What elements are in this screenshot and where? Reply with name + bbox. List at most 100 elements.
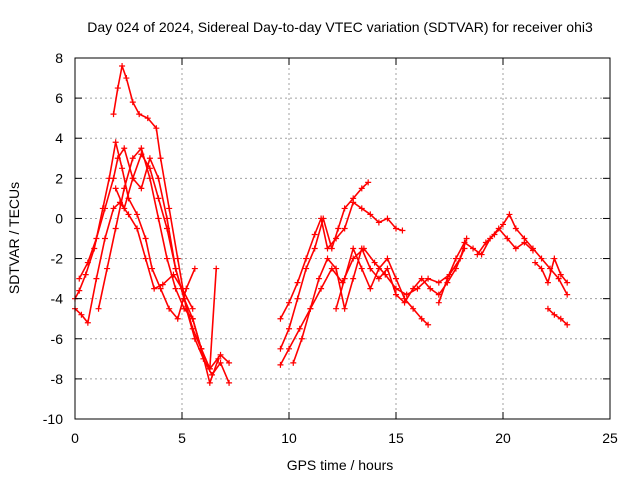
data-point (315, 275, 322, 282)
data-point (521, 235, 528, 242)
data-point (461, 239, 468, 246)
data-point (286, 299, 292, 306)
data-point (365, 179, 372, 186)
data-point (367, 265, 374, 272)
data-point (189, 325, 196, 332)
data-point (157, 155, 164, 162)
data-point (226, 379, 233, 386)
series-arc-f (112, 151, 222, 386)
data-point (393, 291, 399, 298)
y-tick-label: 4 (55, 130, 63, 146)
data-point (555, 275, 562, 282)
data-point (461, 245, 468, 252)
data-point (452, 255, 459, 262)
data-point (121, 205, 128, 212)
series-line (97, 146, 230, 371)
data-point (138, 185, 145, 192)
y-tick-label: -10 (43, 411, 63, 427)
data-point (138, 151, 145, 158)
data-point (155, 215, 162, 222)
data-point (500, 221, 506, 228)
data-point (350, 255, 357, 262)
y-tick-label: 0 (55, 210, 63, 226)
data-point (529, 245, 536, 252)
data-point (564, 321, 571, 328)
data-point (149, 265, 156, 272)
data-point (358, 185, 365, 192)
data-point (146, 175, 153, 182)
data-point (213, 265, 220, 272)
x-axis-label: GPS time / hours (287, 457, 394, 473)
data-point (294, 279, 301, 286)
data-point (298, 335, 305, 342)
data-point (333, 305, 340, 312)
data-point (164, 215, 171, 222)
x-tick-label: 0 (71, 430, 79, 446)
plot-frame (74, 57, 611, 420)
data-point (318, 285, 325, 292)
data-point (311, 245, 318, 252)
data-point (76, 287, 83, 294)
data-point (142, 255, 149, 262)
data-point (93, 275, 100, 282)
data-series (72, 62, 571, 386)
data-point (375, 275, 382, 282)
data-point (435, 279, 442, 286)
data-point (551, 255, 558, 262)
data-point (393, 275, 399, 282)
data-point (341, 275, 348, 282)
y-tick-label: 8 (55, 50, 63, 66)
data-point (277, 315, 284, 322)
data-point (181, 305, 188, 312)
series-line (279, 201, 403, 320)
data-point (76, 275, 83, 282)
series-arc-m (474, 211, 571, 298)
data-point (129, 99, 136, 106)
data-point (512, 225, 519, 232)
data-point (114, 85, 121, 92)
data-point (101, 205, 108, 212)
data-point (134, 211, 141, 218)
y-tick-label: -4 (51, 291, 64, 307)
data-point (435, 291, 442, 298)
data-point (119, 63, 126, 70)
data-point (470, 245, 477, 252)
series-arc-l (435, 225, 536, 306)
data-point (104, 265, 111, 272)
series-arc-n (532, 255, 571, 286)
series-line (534, 256, 568, 285)
series-line (279, 181, 369, 350)
grid-lines (75, 58, 610, 419)
data-point (155, 195, 162, 202)
data-point (110, 111, 117, 118)
data-point (290, 359, 297, 366)
data-point (123, 75, 130, 82)
data-point (226, 359, 233, 366)
data-point (95, 305, 102, 312)
x-tick-label: 20 (495, 430, 511, 446)
data-point (112, 139, 119, 146)
data-point (121, 185, 128, 192)
axis-ticks (74, 57, 611, 420)
data-point (129, 175, 136, 182)
series-arc-o (544, 305, 571, 328)
data-point (181, 295, 188, 302)
data-point (557, 271, 564, 278)
data-point (189, 305, 196, 312)
data-point (463, 235, 470, 242)
data-point (307, 305, 314, 312)
data-point (350, 275, 357, 282)
data-point (93, 235, 100, 242)
data-point (172, 285, 179, 292)
series-arc-a (72, 199, 196, 326)
y-tick-label: 2 (55, 170, 63, 186)
data-point (350, 245, 357, 252)
data-point (183, 285, 190, 292)
chart-title: Day 024 of 2024, Sidereal Day-to-day VTE… (87, 19, 593, 35)
data-point (129, 155, 136, 162)
data-point (136, 111, 143, 118)
data-point (164, 255, 171, 262)
data-point (324, 255, 331, 262)
data-point (474, 251, 481, 258)
data-point (425, 275, 432, 282)
